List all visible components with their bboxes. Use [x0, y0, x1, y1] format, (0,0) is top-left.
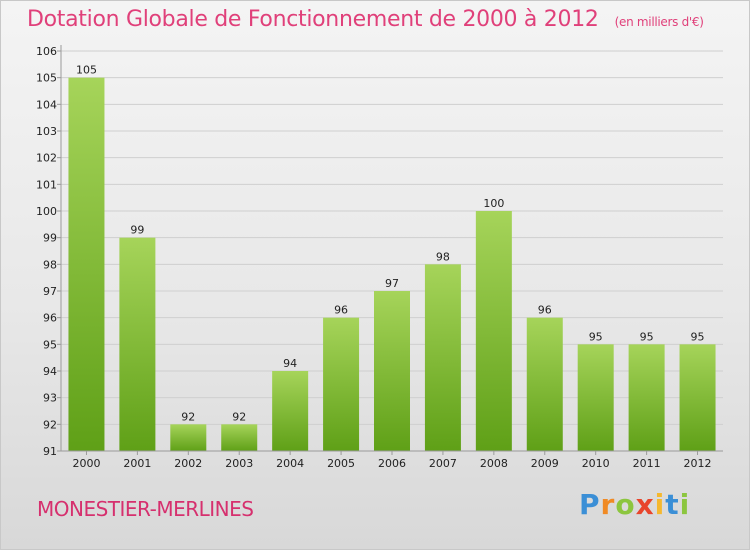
y-tick-label: 101: [36, 178, 57, 191]
bar-2004: [272, 371, 309, 451]
bar-2007: [424, 264, 461, 451]
data-labels: 105 99 92 92 94 96 97 98 100 96 95 95 95: [76, 64, 705, 424]
y-tick-label: 104: [36, 98, 57, 111]
unit-text: (en milliers d'€): [614, 15, 704, 29]
logo-letter-3: o: [615, 488, 636, 521]
bars: [68, 77, 716, 452]
x-tick-label: 2006: [378, 457, 406, 470]
x-tick-label: 2001: [123, 457, 151, 470]
x-tick-label: 2009: [531, 457, 559, 470]
y-axis: 91 92 93 94 95 96 97 98 99 100 101 102 103 104 105 106: [36, 45, 62, 458]
data-label-2007: 98: [436, 250, 450, 263]
y-tick-label: 100: [36, 205, 57, 218]
bar-2008: [475, 211, 512, 451]
data-label-2004: 94: [283, 357, 297, 370]
data-label-2011: 95: [640, 330, 654, 343]
x-axis: 2000 2001 2002 2003 2004 2005 2006 2007 2008 2009…: [61, 450, 723, 470]
x-tick-label: 2004: [276, 457, 304, 470]
x-tick-label: 2000: [72, 457, 100, 470]
x-tick-label: 2002: [174, 457, 202, 470]
y-tick-label: 94: [43, 365, 57, 378]
x-tick-label: 2011: [633, 457, 661, 470]
bar-2006: [374, 291, 410, 451]
y-tick-label: 92: [43, 418, 57, 431]
bar-2010: [577, 344, 614, 451]
data-label-2006: 97: [385, 277, 399, 290]
commune-name: MONESTIER-MERLINES: [37, 497, 254, 521]
y-tick-label: 106: [36, 45, 57, 58]
data-label-2003: 92: [232, 410, 246, 423]
y-tick-label: 91: [43, 445, 57, 458]
y-tick-label: 105: [36, 72, 57, 85]
chart-title: Dotation Globale de Fonctionnement de 20…: [27, 7, 704, 32]
y-tick-label: 95: [43, 338, 57, 351]
y-tick-label: 96: [43, 312, 57, 325]
bar-2001: [119, 237, 156, 451]
x-tick-label: 2010: [582, 457, 610, 470]
bar-2002: [170, 424, 207, 451]
y-tick-label: 97: [43, 285, 57, 298]
bar-2005: [323, 317, 360, 451]
bar-2000: [68, 77, 105, 452]
data-label-2009: 96: [538, 304, 552, 317]
data-label-2001: 99: [130, 224, 144, 237]
data-label-2010: 95: [589, 330, 603, 343]
bar-2003: [221, 424, 258, 451]
y-tick-label: 102: [36, 152, 57, 165]
bar-2011: [628, 344, 665, 451]
logo-letter-4: x: [635, 488, 655, 521]
title-text: Dotation Globale de Fonctionnement de 20…: [27, 7, 599, 32]
data-label-2005: 96: [334, 304, 348, 317]
bar-2009: [526, 317, 563, 451]
y-tick-label: 93: [43, 392, 57, 405]
logo-letter-5: i: [654, 488, 666, 521]
logo-letter-1: P: [579, 488, 601, 521]
data-label-2008: 100: [483, 197, 504, 210]
data-label-2000: 105: [76, 64, 97, 77]
y-tick-label: 103: [36, 125, 57, 138]
x-tick-label: 2008: [480, 457, 508, 470]
logo-letter-7: i: [679, 488, 691, 521]
y-tick-label: 98: [43, 258, 57, 271]
data-label-2002: 92: [181, 410, 195, 423]
x-tick-label: 2003: [225, 457, 253, 470]
data-label-2012: 95: [691, 330, 705, 343]
bar-2012: [679, 344, 716, 451]
x-tick-label: 2005: [327, 457, 355, 470]
x-tick-label: 2007: [429, 457, 457, 470]
x-tick-label: 2012: [684, 457, 712, 470]
y-tick-label: 99: [43, 232, 57, 245]
proxiti-logo: Proxiti: [579, 488, 690, 521]
logo-letter-6: t: [665, 488, 680, 521]
logo-letter-2: r: [600, 488, 616, 521]
